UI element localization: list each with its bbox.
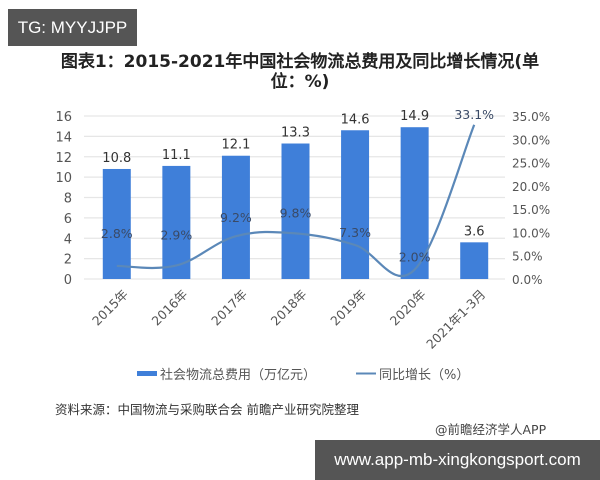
right-tick-label: 10.0% [512,226,550,240]
left-tick-label: 6 [64,212,72,227]
line-value-labels: 2.8% 2.9% 9.2% 9.8% 7.3% 2.0% 33.1% [101,107,494,265]
bar-value-label: 13.3 [281,126,310,141]
bar-value-label: 10.8 [102,151,131,166]
legend: 社会物流总费用（万亿元） 同比增长（%） [137,367,469,383]
bar [221,155,250,279]
bar [400,127,429,279]
line-value-label: 2.0% [399,250,431,265]
source-text: 资料来源：中国物流与采购联合会 前瞻产业研究院整理 [55,402,359,417]
chart-title-line-2: 位：%) [270,72,330,92]
line-value-label: 7.3% [339,225,371,240]
bar [341,130,370,279]
x-tick-label: 2017年 [208,287,250,329]
left-axis: 0 2 4 6 8 10 12 14 16 [55,110,72,288]
left-tick-label: 12 [55,151,72,166]
bar [460,242,489,279]
bar-value-label: 14.9 [400,109,429,124]
right-tick-label: 20.0% [512,180,550,194]
chart-title: 图表1：2015-2021年中国社会物流总费用及同比增长情况(单 位：%) [40,52,560,92]
chart-title-line-1: 图表1：2015-2021年中国社会物流总费用及同比增长情况(单 [60,52,540,72]
legend-line-label: 同比增长（%） [379,368,469,383]
x-tick-label: 2018年 [268,287,310,329]
bar-value-label: 3.6 [464,224,485,239]
line-value-label: 2.8% [101,226,133,241]
right-tick-label: 5.0% [512,250,543,264]
right-tick-label: 0.0% [512,273,543,287]
line-value-label: 9.2% [220,210,252,225]
watermark-badge-top: TG: MYYJJPP [8,9,137,46]
x-tick-label: 2020年 [387,287,429,329]
x-tick-label: 2015年 [89,287,131,329]
right-tick-label: 35.0% [512,110,550,124]
growth-line [116,124,476,278]
line-value-label: 2.9% [160,227,192,242]
legend-bar-label: 社会物流总费用（万亿元） [160,367,316,383]
bar-value-label: 11.1 [162,148,191,163]
left-tick-label: 14 [55,130,72,145]
left-tick-label: 8 [64,192,72,207]
legend-bar-swatch [137,371,157,376]
left-tick-label: 2 [64,253,72,268]
bar [281,143,310,279]
x-tick-label: 2016年 [149,287,191,329]
bar [102,168,131,279]
left-tick-label: 10 [55,171,72,186]
left-tick-label: 16 [55,110,72,125]
line-series [116,124,476,278]
left-tick-label: 0 [64,273,72,288]
line-value-label: 9.8% [280,205,312,220]
right-tick-label: 30.0% [512,133,550,147]
right-tick-label: 15.0% [512,203,550,217]
bar [162,165,191,279]
watermark-badge-bottom: www.app-mb-xingkongsport.com [315,440,600,480]
right-axis: 0.0% 5.0% 10.0% 15.0% 20.0% 25.0% 30.0% 35.0% [512,110,550,287]
right-tick-label: 25.0% [512,157,550,171]
left-tick-label: 4 [64,232,72,247]
line-value-label: 33.1% [454,107,494,122]
bar-value-labels: 10.8 11.1 12.1 13.3 14.6 14.9 3.6 [102,109,484,239]
credit-text: @前瞻经济学人APP [435,422,547,437]
bar-value-label: 14.6 [341,112,370,127]
bar-value-label: 12.1 [221,138,250,153]
x-tick-label: 2021年1-3月 [423,287,488,352]
bar-series [102,127,489,279]
x-tick-label: 2019年 [327,287,369,329]
